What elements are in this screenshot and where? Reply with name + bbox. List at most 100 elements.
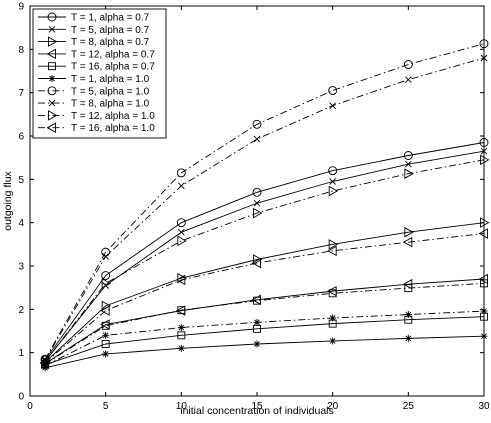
y-tick-label: 2 <box>18 305 24 316</box>
axis-ticks: 0 5 10 15 20 25 30 0 1 2 3 4 5 6 7 8 9 <box>18 2 490 413</box>
data-point <box>404 311 412 319</box>
data-point <box>177 324 185 332</box>
data-point <box>48 25 56 33</box>
data-point <box>405 160 412 168</box>
data-point <box>253 254 263 265</box>
legend-label: T = 16, alpha = 1.0 <box>71 123 155 134</box>
data-point <box>178 182 185 190</box>
legend-label: T = 8, alpha = 0.7 <box>71 37 150 48</box>
data-point <box>177 331 186 340</box>
series-line <box>44 43 485 360</box>
data-point <box>328 239 339 250</box>
legend-label: T = 5, alpha = 1.0 <box>71 86 150 97</box>
legend-label: T = 1, alpha = 0.7 <box>71 13 150 24</box>
y-tick-label: 9 <box>18 2 24 13</box>
data-point <box>100 305 110 316</box>
data-point <box>253 318 261 326</box>
data-point <box>253 199 261 207</box>
data-point <box>329 102 336 109</box>
y-tick-label: 6 <box>18 132 24 143</box>
data-point <box>404 226 414 238</box>
data-point <box>176 218 186 228</box>
y-tick-label: 4 <box>18 218 24 229</box>
legend-entry: T = 5, alpha = 0.7 <box>38 25 150 36</box>
data-point <box>405 76 412 83</box>
legend-label: T = 1, alpha = 1.0 <box>71 74 150 85</box>
series-2 <box>41 147 488 365</box>
data-point <box>328 86 338 95</box>
series-line <box>45 335 485 369</box>
legend-label: T = 16, alpha = 0.7 <box>71 62 155 73</box>
data-point <box>327 245 337 257</box>
data-point <box>251 257 261 269</box>
y-tick-label: 5 <box>18 175 24 186</box>
data-point <box>41 362 49 370</box>
legend-entry: T = 1, alpha = 1.0 <box>38 74 150 85</box>
x-tick-label: 20 <box>327 401 339 412</box>
data-point <box>403 151 413 160</box>
y-tick-label: 3 <box>18 262 24 273</box>
data-point <box>328 289 337 298</box>
data-point <box>253 296 261 305</box>
y-tick-label: 7 <box>18 88 24 99</box>
data-point <box>253 207 263 219</box>
data-point <box>329 178 336 185</box>
series-12 <box>41 307 488 370</box>
data-point <box>404 284 413 293</box>
legend-label: T = 12, alpha = 1.0 <box>71 111 155 122</box>
legend: T = 1, alpha = 0.7T = 5, alpha = 0.7T = … <box>32 8 167 139</box>
data-point <box>328 166 338 176</box>
data-point <box>403 60 413 69</box>
plot-marks <box>39 39 490 372</box>
legend-label: T = 5, alpha = 0.7 <box>71 25 150 36</box>
data-point <box>175 274 186 286</box>
legend-entry: T = 8, alpha = 0.7 <box>38 36 150 48</box>
series-line <box>44 233 485 363</box>
legend-entry: T = 8, alpha = 1.0 <box>38 99 150 110</box>
data-point <box>102 350 110 358</box>
data-point <box>102 253 109 260</box>
series-3 <box>41 217 490 368</box>
data-point <box>48 99 56 107</box>
legend-label: T = 12, alpha = 0.7 <box>71 49 155 60</box>
data-point <box>48 75 56 82</box>
data-point <box>178 228 185 236</box>
series-line <box>44 142 485 361</box>
data-point <box>176 168 186 178</box>
y-axis-label: outgoing flux <box>2 170 14 230</box>
data-point <box>48 110 58 121</box>
legend-label: T = 8, alpha = 1.0 <box>71 99 150 110</box>
data-point <box>101 321 110 330</box>
data-point <box>177 306 186 315</box>
legend-entry: T = 12, alpha = 0.7 <box>38 48 155 60</box>
series-line <box>44 150 485 362</box>
x-tick-label: 0 <box>27 401 33 412</box>
data-point <box>253 340 261 348</box>
series-line <box>44 278 485 364</box>
y-tick-label: 8 <box>18 45 24 56</box>
data-point <box>177 344 185 352</box>
data-point <box>402 236 413 248</box>
data-point <box>101 278 112 289</box>
data-point <box>46 122 56 133</box>
legend-entry: T = 12, alpha = 1.0 <box>38 110 155 122</box>
data-point <box>48 62 56 71</box>
legend-entry: T = 5, alpha = 1.0 <box>38 86 150 97</box>
data-point <box>404 168 414 179</box>
data-point <box>177 235 187 247</box>
x-axis-label: initial concentration of individuals <box>180 405 334 417</box>
x-tick-label: 30 <box>478 401 490 412</box>
data-point <box>252 119 262 129</box>
data-point <box>47 12 57 22</box>
y-tick-label: 0 <box>18 392 24 403</box>
data-point <box>48 36 58 47</box>
legend-entry: T = 1, alpha = 0.7 <box>38 13 150 24</box>
x-tick-label: 10 <box>176 401 188 412</box>
y-tick-label: 1 <box>18 348 24 359</box>
data-point <box>252 187 262 197</box>
data-point <box>47 86 57 96</box>
series-9 <box>41 154 490 367</box>
data-point <box>329 337 337 345</box>
legend-entry: T = 16, alpha = 0.7 <box>38 62 155 73</box>
